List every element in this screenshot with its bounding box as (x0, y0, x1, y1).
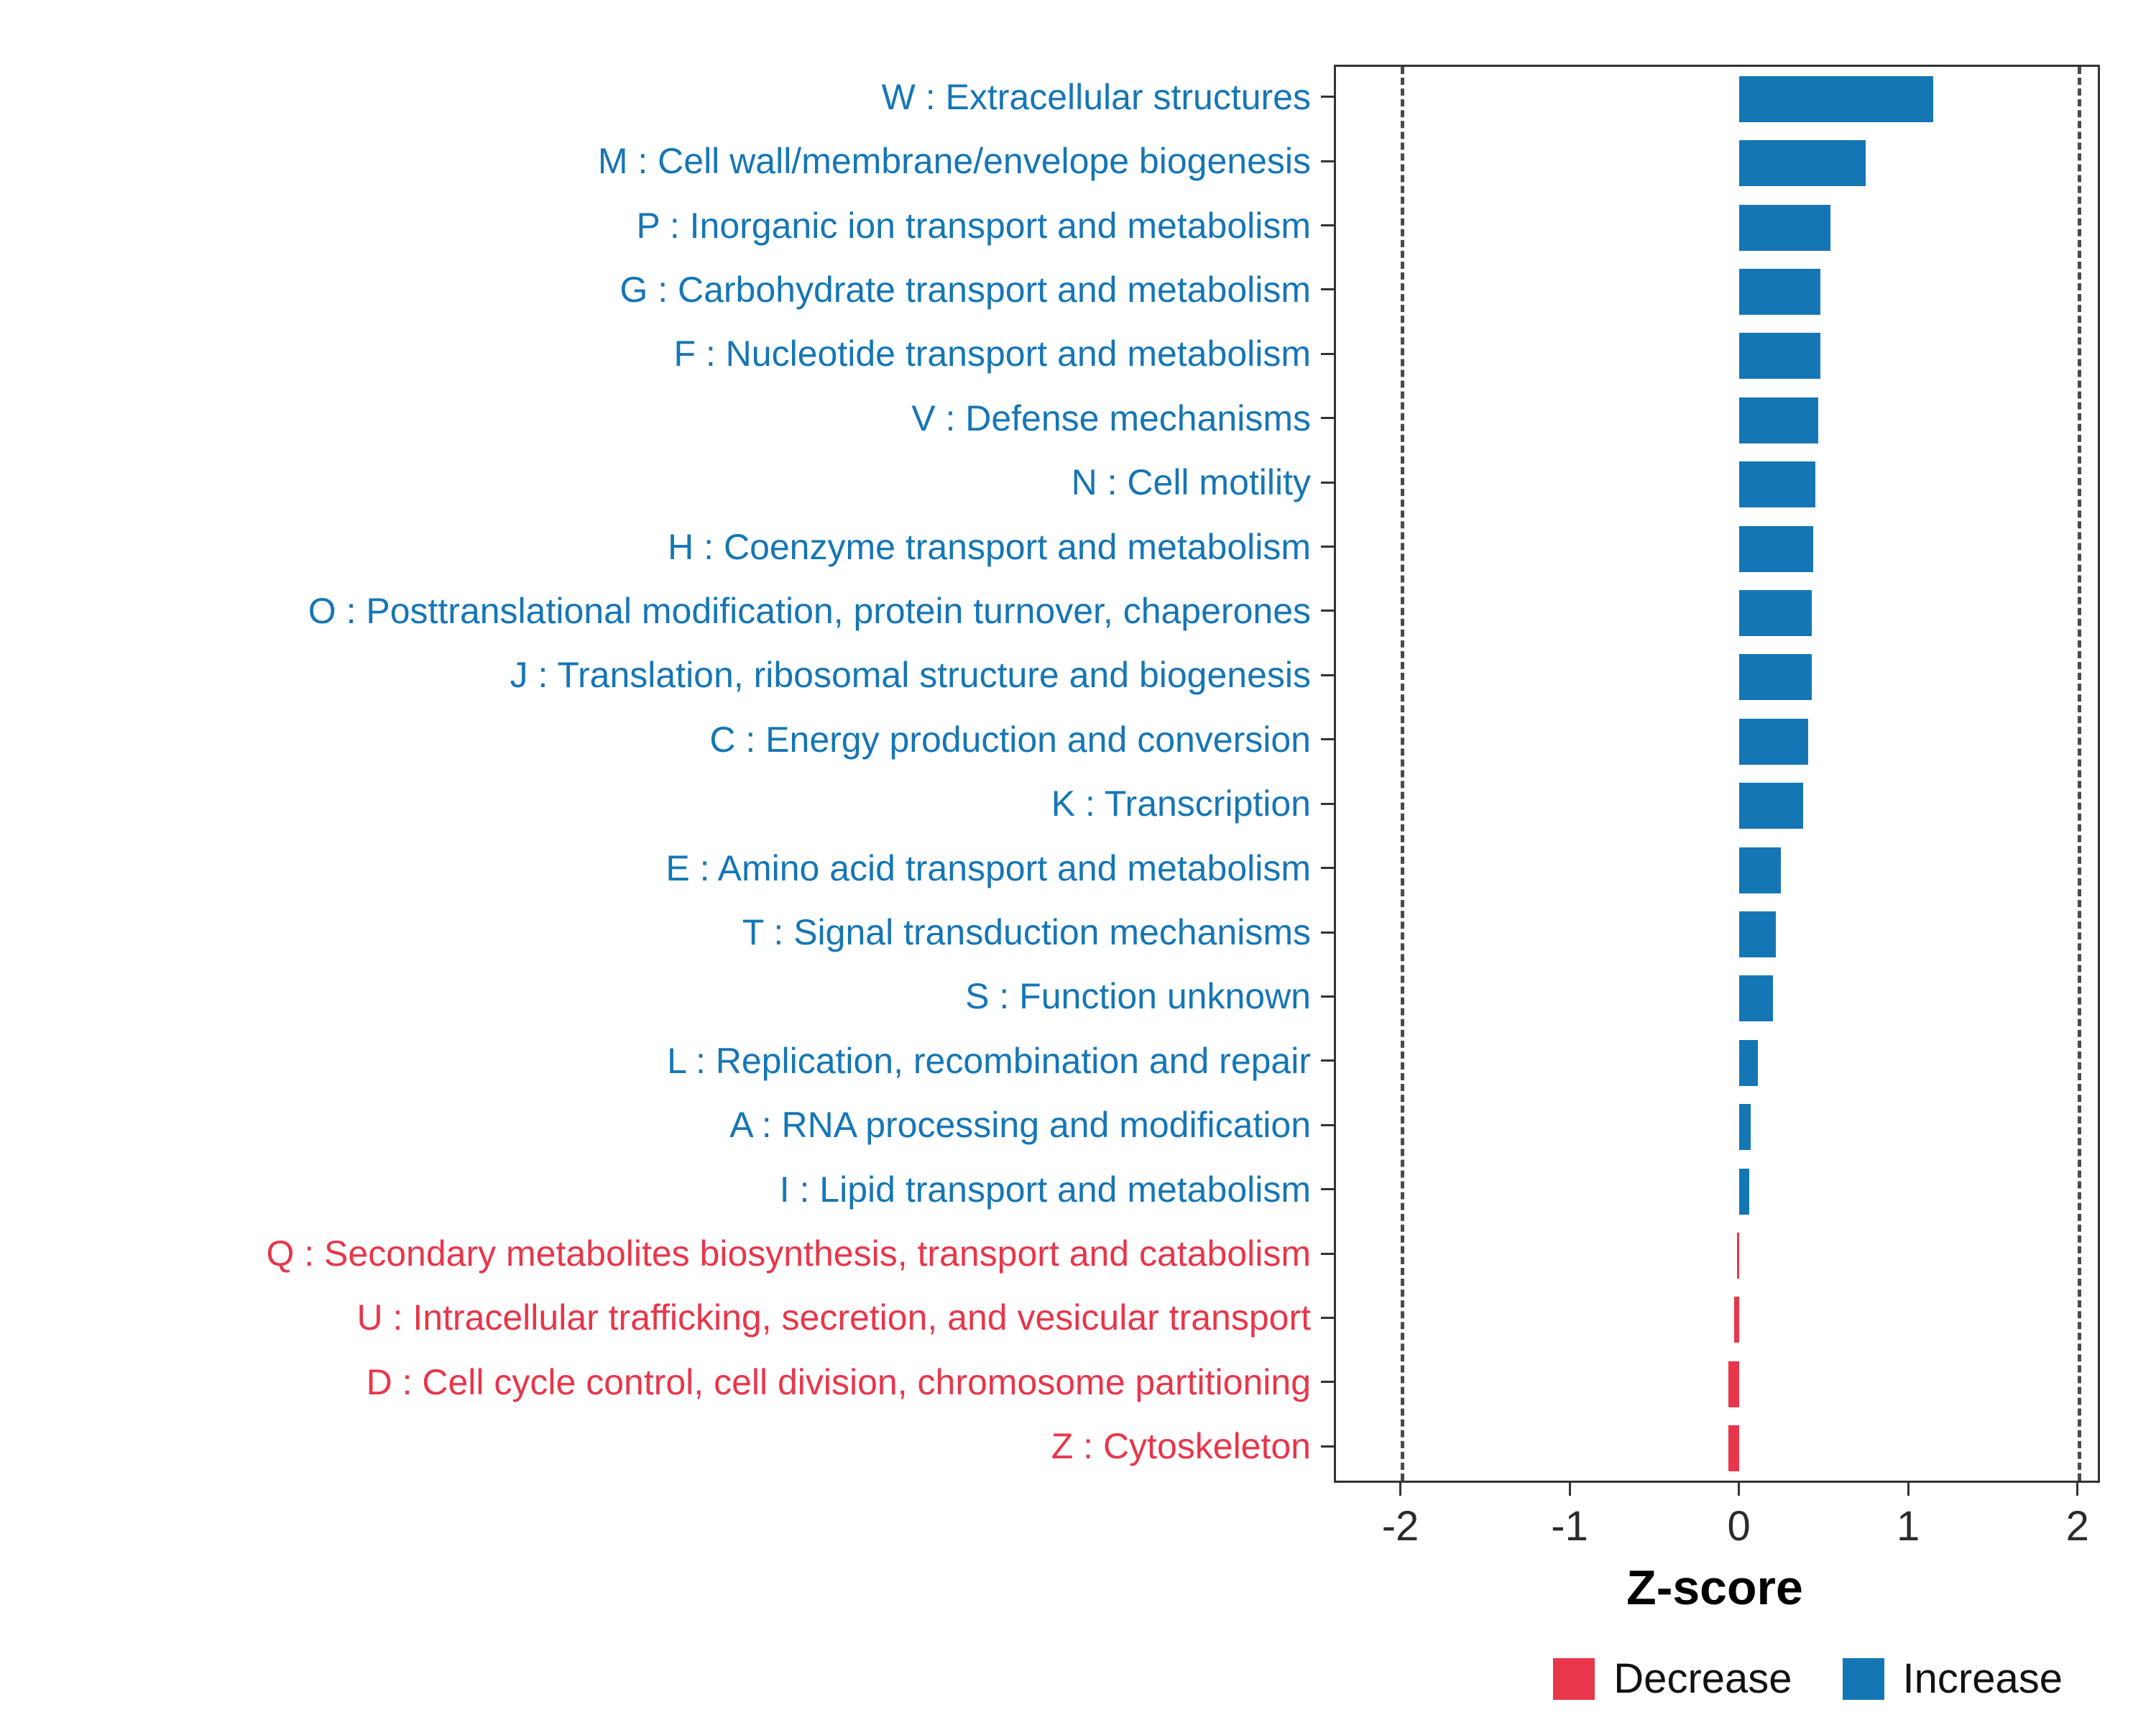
y-axis-tick (1321, 417, 1334, 420)
bar (1733, 1297, 1739, 1343)
category-label: A : RNA processing and modification (729, 1105, 1311, 1146)
category-label: S : Function unknown (965, 976, 1311, 1017)
y-axis-tick (1321, 96, 1334, 98)
x-axis-tick-label: -2 (1381, 1503, 1419, 1550)
x-axis-tick-label: 1 (1897, 1503, 1920, 1550)
category-label: K : Transcription (1051, 783, 1311, 824)
y-axis-tick (1321, 1316, 1334, 1319)
y-axis-tick (1321, 738, 1334, 741)
category-label: P : Inorganic ion transport and metaboli… (636, 205, 1311, 246)
bar (1738, 911, 1777, 958)
y-axis-tick (1321, 995, 1334, 998)
category-label: F : Nucleotide transport and metabolism (673, 334, 1311, 374)
y-axis-tick (1321, 867, 1334, 870)
dashed-reference-line (2077, 67, 2081, 1481)
y-axis-tick (1321, 160, 1334, 162)
category-label: O : Posttranslational modification, prot… (308, 590, 1311, 631)
bar (1738, 589, 1812, 636)
bar (1738, 268, 1820, 315)
category-label: I : Lipid transport and metabolism (779, 1169, 1311, 1210)
x-axis-tick-label: 0 (1727, 1503, 1751, 1550)
category-label: H : Coenzyme transport and metabolism (668, 526, 1311, 567)
x-axis-tick-label: -1 (1551, 1503, 1588, 1550)
y-axis-tick (1321, 1445, 1334, 1448)
x-axis-tick (2076, 1483, 2079, 1496)
x-axis-tick (1907, 1483, 1909, 1496)
bar (1738, 333, 1820, 380)
bar (1738, 1168, 1749, 1215)
y-axis-tick (1321, 352, 1334, 355)
category-label: T : Signal transduction mechanisms (742, 912, 1311, 953)
category-label: Q : Secondary metabolites biosynthesis, … (266, 1233, 1311, 1274)
legend-label: Increase (1902, 1655, 2063, 1702)
category-label: U : Intracellular trafficking, secretion… (356, 1297, 1311, 1338)
y-axis-tick (1321, 1252, 1334, 1255)
plot-panel (1334, 65, 2100, 1483)
category-label: W : Extracellular structures (881, 76, 1311, 117)
y-axis-tick (1321, 931, 1334, 934)
x-axis-tick-label: 2 (2065, 1503, 2089, 1550)
legend-swatch (1553, 1658, 1595, 1700)
y-axis-tick (1321, 1123, 1334, 1126)
y-axis-tick (1321, 1381, 1334, 1384)
bar (1738, 847, 1782, 893)
dashed-reference-line (1400, 67, 1404, 1481)
legend-swatch (1842, 1658, 1884, 1700)
bar (1738, 783, 1804, 829)
bar (1738, 1104, 1751, 1151)
y-axis-tick (1321, 288, 1334, 291)
category-label: L : Replication, recombination and repai… (667, 1040, 1311, 1081)
bar (1738, 140, 1866, 187)
bar (1738, 397, 1819, 443)
y-axis-tick (1321, 673, 1334, 676)
bar (1737, 1233, 1739, 1279)
y-axis-tick (1321, 610, 1334, 612)
category-label: Z : Cytoskeleton (1051, 1426, 1311, 1467)
bar (1738, 975, 1773, 1022)
x-axis-tick (1399, 1483, 1401, 1496)
bar (1738, 461, 1815, 508)
category-label: V : Defense mechanisms (911, 397, 1311, 438)
legend-label: Decrease (1613, 1655, 1792, 1702)
y-axis-tick (1321, 224, 1334, 227)
category-label: C : Energy production and conversion (709, 719, 1311, 760)
category-label: G : Carbohydrate transport and metabolis… (619, 269, 1311, 310)
bar (1728, 1361, 1739, 1407)
bar (1738, 525, 1814, 572)
legend-entry: Decrease (1553, 1658, 1792, 1700)
bar (1738, 654, 1812, 701)
y-axis-tick (1321, 1188, 1334, 1191)
category-label: D : Cell cycle control, cell division, c… (366, 1361, 1311, 1402)
bar (1738, 718, 1809, 765)
legend: Decrease Increase (1553, 1658, 2063, 1700)
bar (1738, 75, 1934, 122)
y-axis-tick (1321, 546, 1334, 548)
y-axis-tick (1321, 481, 1334, 484)
x-axis-tick (1568, 1483, 1571, 1496)
y-axis-tick (1321, 802, 1334, 805)
legend-entry: Increase (1842, 1655, 2063, 1702)
category-label: E : Amino acid transport and metabolism (665, 847, 1311, 888)
category-label: N : Cell motility (1071, 462, 1311, 503)
x-axis-tick (1738, 1483, 1741, 1496)
x-axis-title: Z-score (1626, 1560, 1803, 1615)
y-axis-tick (1321, 1059, 1334, 1062)
bar (1728, 1425, 1739, 1472)
bar (1738, 204, 1830, 251)
bar (1738, 1039, 1758, 1086)
category-label: J : Translation, ribosomal structure and… (510, 655, 1311, 696)
category-label: M : Cell wall/membrane/envelope biogenes… (597, 141, 1311, 182)
